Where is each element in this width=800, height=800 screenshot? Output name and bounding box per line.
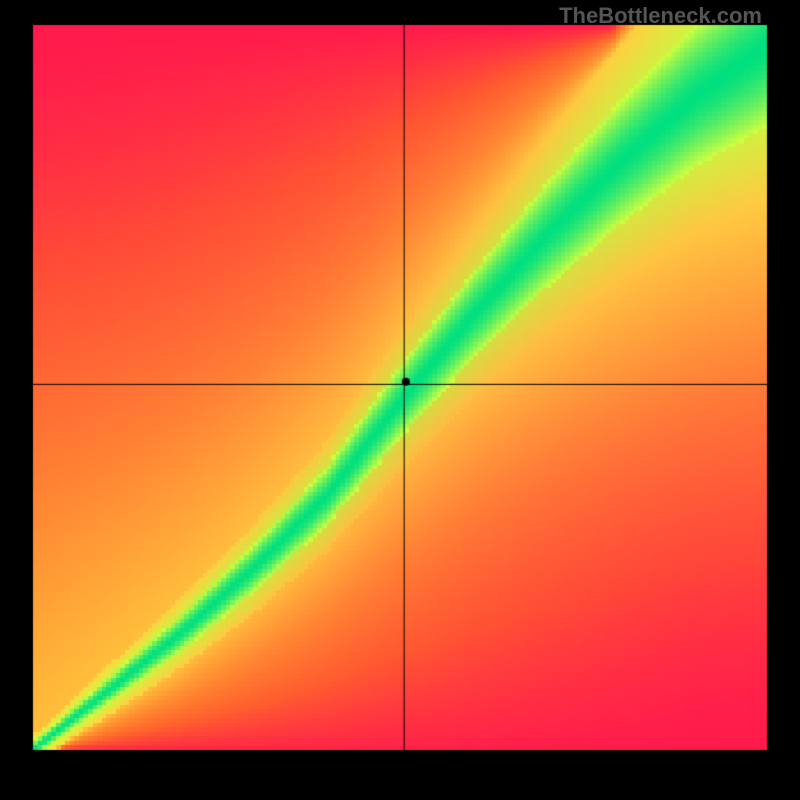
figure-container: TheBottleneck.com: [0, 0, 800, 800]
heatmap-canvas: [0, 0, 800, 800]
